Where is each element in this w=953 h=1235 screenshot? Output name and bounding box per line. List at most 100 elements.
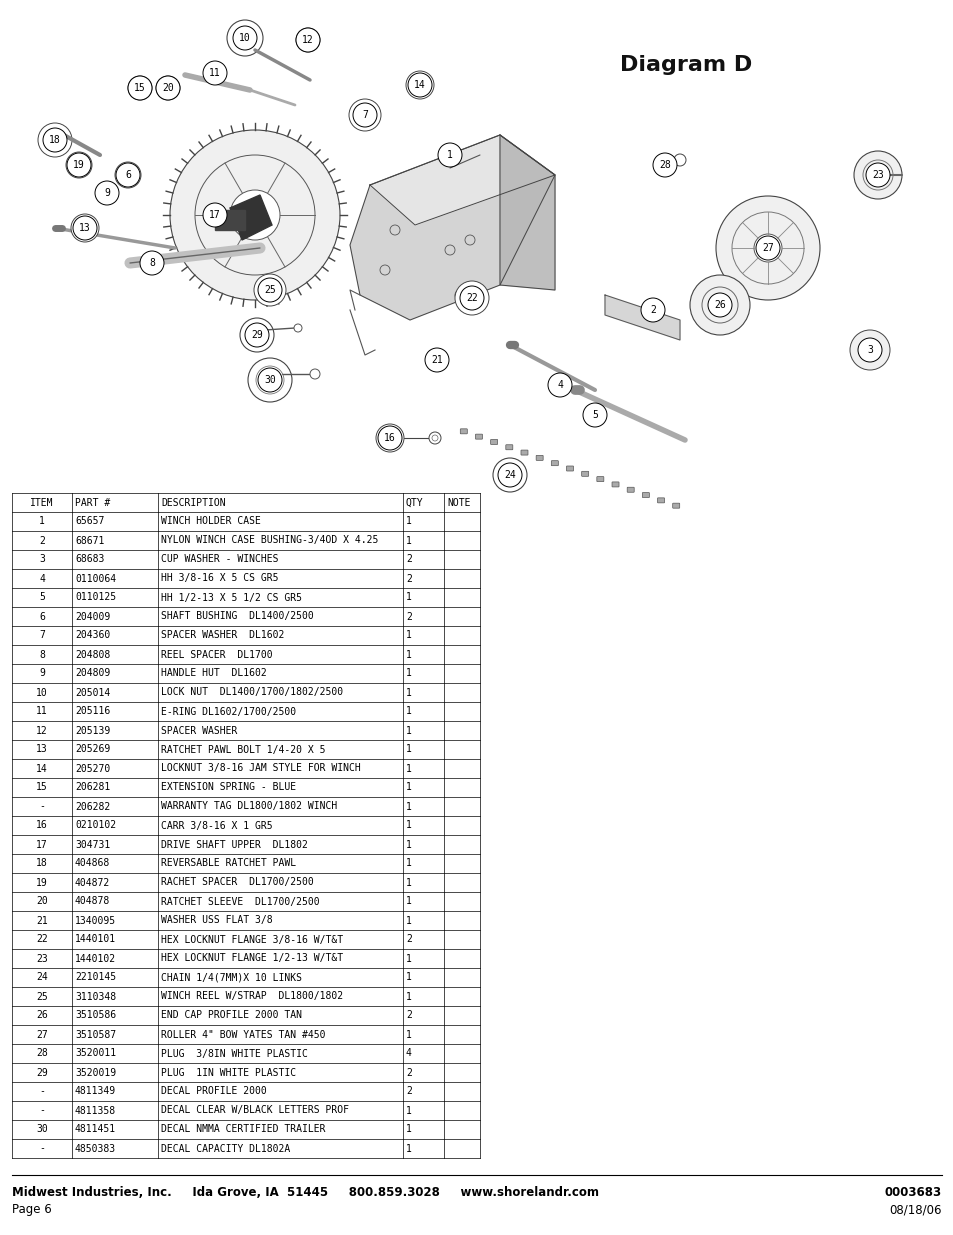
Text: 16: 16: [384, 433, 395, 443]
Text: 13: 13: [36, 745, 48, 755]
Text: -: -: [39, 1105, 45, 1115]
Text: 4811451: 4811451: [75, 1125, 116, 1135]
Text: DECAL CAPACITY DL1802A: DECAL CAPACITY DL1802A: [161, 1144, 290, 1153]
Circle shape: [353, 103, 376, 127]
Text: CHAIN 1/4(7MM)X 10 LINKS: CHAIN 1/4(7MM)X 10 LINKS: [161, 972, 302, 983]
Text: 4: 4: [557, 380, 562, 390]
Text: 5: 5: [592, 410, 598, 420]
Text: 30: 30: [36, 1125, 48, 1135]
Text: 18: 18: [36, 858, 48, 868]
Text: LOCKNUT 3/8-16 JAM STYLE FOR WINCH: LOCKNUT 3/8-16 JAM STYLE FOR WINCH: [161, 763, 360, 773]
Text: 204360: 204360: [75, 631, 111, 641]
Circle shape: [115, 162, 141, 188]
Circle shape: [95, 182, 119, 205]
Text: 1: 1: [406, 668, 412, 678]
Text: 2210145: 2210145: [75, 972, 116, 983]
Text: 1: 1: [406, 802, 412, 811]
Circle shape: [253, 274, 286, 306]
Circle shape: [71, 214, 99, 242]
Text: 19: 19: [36, 878, 48, 888]
Text: SHAFT BUSHING  DL1400/2500: SHAFT BUSHING DL1400/2500: [161, 611, 314, 621]
Text: 8: 8: [149, 258, 154, 268]
FancyBboxPatch shape: [536, 456, 542, 461]
Circle shape: [849, 330, 889, 370]
Text: Page 6: Page 6: [12, 1203, 51, 1216]
Text: 1: 1: [406, 650, 412, 659]
Text: END CAP PROFILE 2000 TAN: END CAP PROFILE 2000 TAN: [161, 1010, 302, 1020]
Text: 1: 1: [406, 1125, 412, 1135]
Text: 4: 4: [406, 1049, 412, 1058]
Text: 2: 2: [406, 935, 412, 945]
Text: 0003683: 0003683: [884, 1186, 941, 1198]
Text: 15: 15: [36, 783, 48, 793]
Text: HEX LOCKNUT FLANGE 3/8-16 W/T&T: HEX LOCKNUT FLANGE 3/8-16 W/T&T: [161, 935, 343, 945]
Text: 4811358: 4811358: [75, 1105, 116, 1115]
Text: 304731: 304731: [75, 840, 111, 850]
Text: 0110125: 0110125: [75, 593, 116, 603]
Text: DESCRIPTION: DESCRIPTION: [161, 498, 226, 508]
Text: 23: 23: [36, 953, 48, 963]
Text: 1: 1: [406, 688, 412, 698]
Text: 2: 2: [406, 1087, 412, 1097]
Text: Diagram D: Diagram D: [619, 56, 752, 75]
Text: 3520011: 3520011: [75, 1049, 116, 1058]
Text: 1: 1: [406, 820, 412, 830]
Text: 205014: 205014: [75, 688, 111, 698]
Text: 4811349: 4811349: [75, 1087, 116, 1097]
Text: HH 3/8-16 X 5 CS GR5: HH 3/8-16 X 5 CS GR5: [161, 573, 278, 583]
Text: NOTE: NOTE: [447, 498, 470, 508]
Text: Midwest Industries, Inc.     Ida Grove, IA  51445     800.859.3028     www.shore: Midwest Industries, Inc. Ida Grove, IA 5…: [12, 1186, 598, 1198]
Text: 65657: 65657: [75, 516, 104, 526]
Text: 1: 1: [406, 725, 412, 736]
Text: 27: 27: [761, 243, 773, 253]
Text: 8: 8: [39, 650, 45, 659]
Text: 3110348: 3110348: [75, 992, 116, 1002]
Text: 24: 24: [36, 972, 48, 983]
Text: DECAL CLEAR W/BLACK LETTERS PROF: DECAL CLEAR W/BLACK LETTERS PROF: [161, 1105, 349, 1115]
Circle shape: [96, 182, 118, 204]
Text: 1: 1: [406, 1105, 412, 1115]
Text: 204808: 204808: [75, 650, 111, 659]
Text: WINCH HOLDER CASE: WINCH HOLDER CASE: [161, 516, 260, 526]
Circle shape: [245, 324, 269, 347]
Text: CARR 3/8-16 X 1 GR5: CARR 3/8-16 X 1 GR5: [161, 820, 273, 830]
Text: 12: 12: [302, 35, 314, 44]
Circle shape: [375, 424, 403, 452]
FancyBboxPatch shape: [490, 440, 497, 445]
Circle shape: [426, 350, 448, 370]
FancyBboxPatch shape: [520, 450, 527, 454]
Text: 11: 11: [209, 68, 221, 78]
Circle shape: [295, 28, 319, 52]
Text: 6: 6: [39, 611, 45, 621]
FancyBboxPatch shape: [475, 435, 482, 440]
Circle shape: [853, 151, 901, 199]
Text: 27: 27: [36, 1030, 48, 1040]
Text: 1: 1: [406, 878, 412, 888]
Text: 14: 14: [36, 763, 48, 773]
Text: CUP WASHER - WINCHES: CUP WASHER - WINCHES: [161, 555, 278, 564]
Text: 2: 2: [649, 305, 656, 315]
Circle shape: [38, 124, 71, 157]
Text: 2: 2: [406, 1010, 412, 1020]
Text: 1: 1: [406, 840, 412, 850]
Circle shape: [406, 70, 434, 99]
Text: 1: 1: [406, 745, 412, 755]
Text: 1: 1: [406, 783, 412, 793]
Text: 18: 18: [49, 135, 61, 144]
Text: SPACER WASHER  DL1602: SPACER WASHER DL1602: [161, 631, 284, 641]
Circle shape: [203, 61, 227, 85]
Text: 206281: 206281: [75, 783, 111, 793]
Circle shape: [640, 298, 664, 322]
Circle shape: [493, 458, 526, 492]
Polygon shape: [499, 135, 555, 290]
Text: 28: 28: [659, 161, 670, 170]
Text: 2: 2: [406, 555, 412, 564]
Circle shape: [689, 275, 749, 335]
FancyBboxPatch shape: [626, 488, 634, 493]
Text: 404872: 404872: [75, 878, 111, 888]
Text: 1: 1: [406, 1030, 412, 1040]
Circle shape: [156, 77, 180, 100]
Text: 3: 3: [39, 555, 45, 564]
Text: 9: 9: [104, 188, 110, 198]
Text: 1: 1: [406, 915, 412, 925]
